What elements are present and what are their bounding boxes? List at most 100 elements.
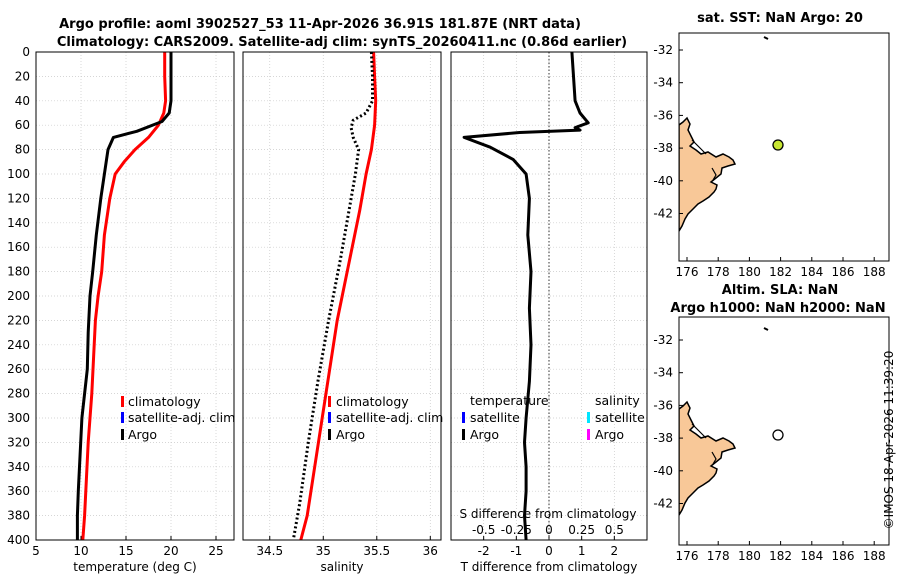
legend-swatch-argo xyxy=(462,429,465,440)
sla-map-axes-box xyxy=(678,316,890,546)
sla-map-lat-ticks: -32 -34 -36 -38 -40 -42 xyxy=(653,333,683,511)
lon-tick-label: 178 xyxy=(707,265,730,279)
x-tick-label: 1 xyxy=(578,544,586,558)
difference-legend: temperature satellite Argo salinity sate… xyxy=(462,393,645,442)
series-argo xyxy=(75,52,173,540)
island xyxy=(763,327,769,331)
salinity-xlabel: salinity xyxy=(320,560,363,574)
s-tick-label: -0.25 xyxy=(501,523,532,537)
x-tick-label: 20 xyxy=(163,544,178,558)
temperature-xlabel: temperature (deg C) xyxy=(73,560,196,574)
depth-tick-label: 60 xyxy=(15,118,30,132)
float-location-marker xyxy=(772,139,784,151)
sst-map-lon-ticks: 176 178 180 182 184 186 188 xyxy=(676,257,886,279)
salinity-panel: 34.5 35 35.5 36 salinity climatology satell… xyxy=(242,51,443,574)
lat-tick-label: -34 xyxy=(653,366,673,380)
sla-map-title-line2: Argo h1000: NaN h2000: NaN xyxy=(670,301,885,316)
legend-label-climatology: climatology xyxy=(128,394,201,409)
s-tick-label: 0.5 xyxy=(605,523,624,537)
x-tick-label: 2 xyxy=(611,544,619,558)
lon-tick-label: 180 xyxy=(738,549,761,563)
legend-swatch-climatology xyxy=(328,396,331,407)
depth-tick-label: 360 xyxy=(7,484,30,498)
lat-tick-label: -42 xyxy=(653,497,673,511)
x-tick-label: 0 xyxy=(545,544,553,558)
lon-tick-label: 176 xyxy=(676,265,699,279)
lon-tick-label: 182 xyxy=(769,265,792,279)
lon-tick-label: 178 xyxy=(707,549,730,563)
s-tick-label: 0 xyxy=(545,523,553,537)
series-climatology xyxy=(81,52,168,540)
depth-tick-label: 200 xyxy=(7,289,30,303)
x-tick-label: 36 xyxy=(423,544,438,558)
salinity-grid xyxy=(243,52,441,540)
lon-tick-label: 188 xyxy=(863,549,886,563)
sla-map-lon-ticks: 176 178 180 182 184 186 188 xyxy=(676,541,886,563)
temperature-tick-labels: 5 10 15 20 25 xyxy=(32,544,223,558)
t-difference-tick-labels: -2 -1 0 1 2 xyxy=(478,544,618,558)
legend-swatch-sal-argo xyxy=(587,429,590,440)
lat-tick-label: -34 xyxy=(653,76,673,90)
coastline-inland xyxy=(691,139,717,181)
salinity-tick-labels: 34.5 35 35.5 36 xyxy=(256,544,438,558)
depth-tick-label: 0 xyxy=(22,45,30,59)
difference-panel: -2 -1 0 1 2 T difference from climatology S … xyxy=(450,51,648,574)
legend-swatch-argo xyxy=(121,429,124,440)
legend-label-argo: Argo xyxy=(128,427,157,442)
difference-grid xyxy=(451,52,647,540)
temperature-legend: climatology satellite-adj. clim Argo xyxy=(121,394,235,442)
lat-tick-label: -36 xyxy=(653,398,673,412)
sla-map: Altim. SLA: NaN Argo h1000: NaN h2000: N… xyxy=(653,283,890,563)
coastline-land xyxy=(679,400,737,517)
x-tick-label: 10 xyxy=(73,544,88,558)
lat-tick-label: -38 xyxy=(653,141,673,155)
legend-swatch-climatology xyxy=(121,396,124,407)
salinity-curves xyxy=(291,52,378,540)
temperature-panel: 0 20 40 60 80 100 120 140 160 180 200 220 240 260 280 3… xyxy=(7,45,235,574)
legend-label-sal-satellite: satellite xyxy=(595,410,645,425)
depth-tick-label: 380 xyxy=(7,509,30,523)
depth-tick-labels: 0 20 40 60 80 100 120 140 160 180 200 220 240 260 280 3… xyxy=(7,45,30,547)
lon-tick-label: 188 xyxy=(863,265,886,279)
lat-tick-label: -36 xyxy=(653,108,673,122)
difference-xlabel: T difference from climatology xyxy=(460,560,638,574)
temperature-grid xyxy=(35,52,234,540)
sst-map-lat-ticks: -32 -34 -36 -38 -40 -42 xyxy=(653,43,683,221)
lon-tick-label: 184 xyxy=(800,549,823,563)
salinity-axes-box xyxy=(242,51,442,541)
sla-map-title-line1: Altim. SLA: NaN xyxy=(722,283,838,298)
legend-swatch-satellite xyxy=(328,412,331,423)
depth-tick-label: 300 xyxy=(7,411,30,425)
lat-tick-label: -40 xyxy=(653,174,673,188)
legend-swatch-sal-satellite xyxy=(587,412,590,423)
depth-tick-label: 80 xyxy=(15,143,30,157)
legend-label-satellite: satellite-adj. clim xyxy=(336,410,443,425)
x-tick-label: 34.5 xyxy=(256,544,283,558)
temperature-curves xyxy=(75,52,173,540)
island xyxy=(763,36,769,40)
depth-tick-label: 400 xyxy=(7,533,30,547)
x-tick-label: 35 xyxy=(316,544,331,558)
lon-tick-label: 186 xyxy=(832,265,855,279)
imos-watermark: ©IMOS 18-Apr-2026 11:39:20 xyxy=(882,351,896,530)
series-argo xyxy=(462,52,590,540)
depth-tick-label: 160 xyxy=(7,240,30,254)
s-tick-label: 0.25 xyxy=(568,523,595,537)
lon-tick-label: 180 xyxy=(738,265,761,279)
difference-axes-box xyxy=(450,51,648,541)
salinity-legend: climatology satellite-adj. clim Argo xyxy=(328,394,443,442)
lat-tick-label: -40 xyxy=(653,464,673,478)
sst-map-title: sat. SST: NaN Argo: 20 xyxy=(697,11,863,26)
x-tick-label: 5 xyxy=(32,544,40,558)
x-tick-label: -1 xyxy=(510,544,522,558)
figure-title-line1: Argo profile: aoml 3902527_53 11-Apr-202… xyxy=(59,17,581,32)
depth-tick-label: 100 xyxy=(7,167,30,181)
s-difference-tick-labels: -0.5 -0.25 0 0.25 0.5 xyxy=(472,523,624,537)
lon-tick-label: 176 xyxy=(676,549,699,563)
lat-tick-label: -38 xyxy=(653,431,673,445)
legend-swatch-satellite xyxy=(462,412,465,423)
sst-map-axes-box xyxy=(678,32,890,262)
depth-tick-label: 320 xyxy=(7,435,30,449)
coastline-inland xyxy=(691,423,717,465)
depth-tick-label: 280 xyxy=(7,387,30,401)
